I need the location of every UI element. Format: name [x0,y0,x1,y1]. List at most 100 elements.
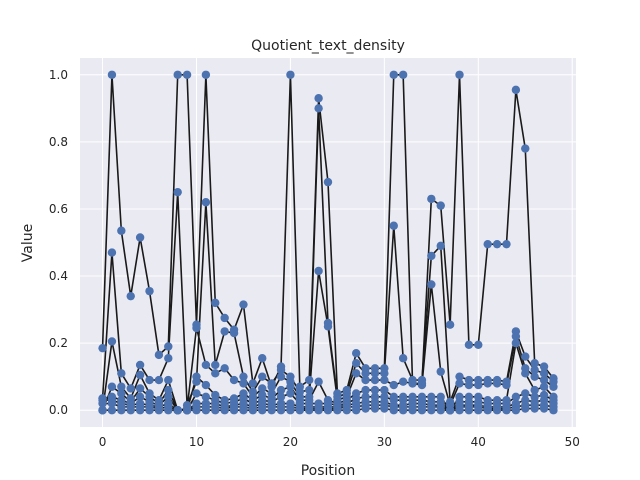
x-axis-ticks: 0 10 20 30 40 50 [99,435,580,449]
data-point [361,404,370,413]
data-point [258,406,267,415]
grid [80,58,576,427]
data-point [445,406,455,415]
data-point [117,369,126,378]
data-point [389,70,398,79]
data-point [117,226,126,235]
data-point [145,406,154,415]
data-point [295,406,305,415]
data-point [135,384,145,393]
data-point [521,404,530,413]
data-point [107,399,117,408]
data-point [351,406,361,415]
data-point [201,198,211,207]
data-point [182,70,192,79]
data-point [323,322,333,331]
data-point [417,406,427,415]
data-point [314,377,323,386]
data-point [211,360,220,370]
data-point [267,406,276,415]
data-point [389,380,398,390]
data-point [314,104,323,113]
data-point [370,369,380,378]
data-point [173,406,182,415]
data-point [445,320,455,329]
data-point [455,379,464,388]
data-point [126,291,135,301]
data-point [164,406,173,415]
data-point [380,385,389,395]
data-point [164,342,173,351]
data-point [464,406,474,415]
data-point [530,385,539,395]
data-point [483,239,492,249]
data-point [276,365,286,375]
data-point [239,300,248,309]
data-point [474,406,483,415]
data-point [398,354,408,363]
data-point [107,382,117,391]
y-tick-label: 1.0 [49,68,68,82]
data-point [220,406,229,415]
data-point [511,338,521,348]
data-point [474,340,483,350]
data-point [361,385,370,395]
data-point [229,375,239,385]
data-point [154,375,164,385]
data-point [107,70,117,79]
data-point [107,248,117,257]
data-point [305,406,314,415]
data-point [164,392,173,402]
x-tick-label: 10 [189,435,204,449]
data-point [135,360,145,370]
data-point [154,350,164,360]
data-point [201,380,211,390]
data-point [483,379,492,388]
data-point [323,177,333,187]
data-point [276,385,286,395]
data-point [135,406,145,415]
y-tick-label: 0.8 [49,135,68,149]
data-point [380,404,389,413]
data-point [483,406,492,415]
data-point [305,375,314,385]
data-point [408,406,417,415]
data-point [239,372,248,381]
data-point [107,406,117,415]
data-point [239,406,248,415]
data-point [258,384,267,393]
data-point [192,389,201,398]
data-point [220,313,229,323]
y-axis-title: Value [20,224,36,262]
data-point [126,406,135,415]
data-point [380,375,389,385]
data-point [267,379,276,388]
data-point [530,365,539,375]
y-tick-label: 0.6 [49,202,68,216]
data-point [370,385,380,395]
x-tick-label: 50 [565,435,580,449]
data-point [427,280,436,289]
data-point [229,328,239,338]
data-point [455,372,464,381]
data-point [248,406,258,415]
data-point [549,406,558,415]
data-point [164,354,173,363]
data-point [408,379,417,388]
data-point [539,362,549,371]
data-point [286,389,295,398]
data-point [455,406,464,415]
data-point [380,369,389,378]
data-point [511,406,521,415]
data-point [173,70,182,79]
series-layer [98,70,558,415]
data-point [370,404,380,413]
data-point [98,399,107,408]
data-point [220,364,229,373]
data-point [427,406,436,415]
data-point [511,332,521,341]
data-point [539,382,549,391]
data-point [258,354,267,363]
data-point [286,70,295,79]
data-point [192,323,201,333]
